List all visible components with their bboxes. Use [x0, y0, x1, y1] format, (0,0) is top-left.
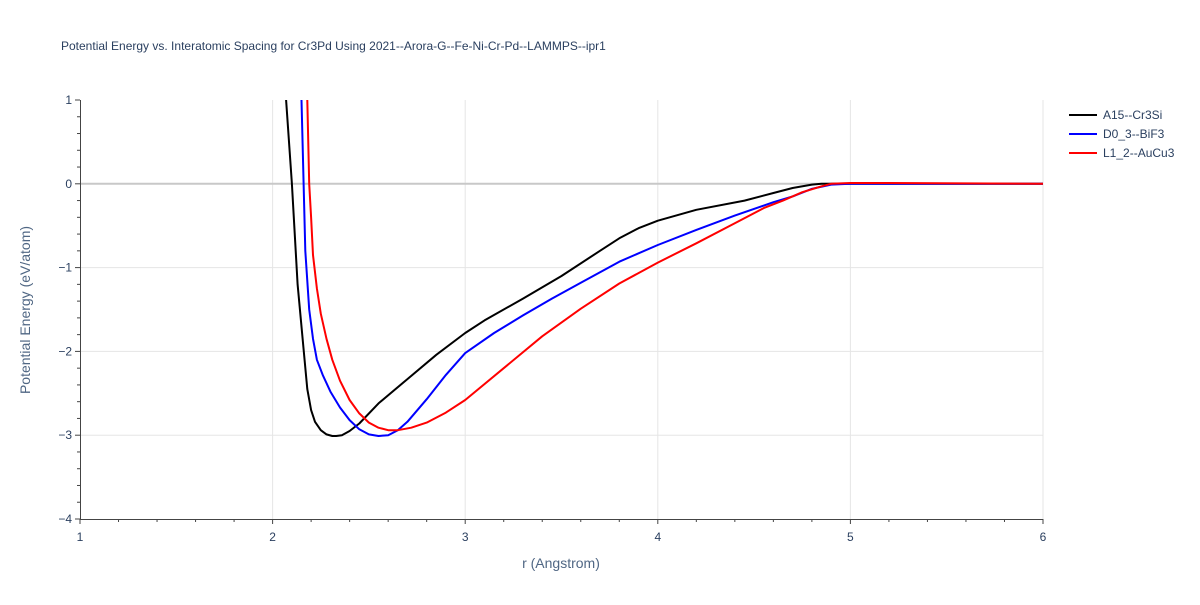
y-axis-title: Potential Energy (eV/atom): [17, 226, 33, 394]
y-tick-label: −3: [58, 428, 72, 442]
x-tick-label: 5: [847, 530, 854, 544]
y-tick-label: −1: [58, 261, 72, 275]
y-tick-label: −4: [58, 512, 72, 526]
x-axis-title: r (Angstrom): [522, 555, 600, 571]
x-tick-label: 6: [1040, 530, 1047, 544]
y-tick-label: 0: [65, 177, 72, 191]
axes: 1 2 3 4 5 6 1 0 −1 −2 −3 −4: [58, 93, 1046, 544]
x-tick-label: 2: [269, 530, 276, 544]
legend-label: A15--Cr3Si: [1103, 108, 1162, 122]
legend-label: L1_2--AuCu3: [1103, 146, 1175, 160]
series-line-A15--Cr3Si[interactable]: [285, 100, 1043, 437]
x-tick-label: 3: [462, 530, 469, 544]
plot-area: [285, 100, 1043, 437]
x-tick-label: 1: [77, 530, 84, 544]
legend-item[interactable]: A15--Cr3Si: [1069, 108, 1162, 122]
y-tick-label: 1: [65, 93, 72, 107]
x-tick-label: 4: [654, 530, 661, 544]
chart-title: Potential Energy vs. Interatomic Spacing…: [61, 39, 606, 53]
y-tick-label: −2: [58, 344, 72, 358]
series-line-L1_2--AuCu3[interactable]: [306, 100, 1043, 432]
grid: [80, 100, 1044, 519]
legend-label: D0_3--BiF3: [1103, 127, 1165, 141]
legend-item[interactable]: D0_3--BiF3: [1069, 127, 1165, 141]
legend-item[interactable]: L1_2--AuCu3: [1069, 146, 1175, 160]
legend[interactable]: A15--Cr3Si D0_3--BiF3 L1_2--AuCu3: [1069, 108, 1175, 160]
